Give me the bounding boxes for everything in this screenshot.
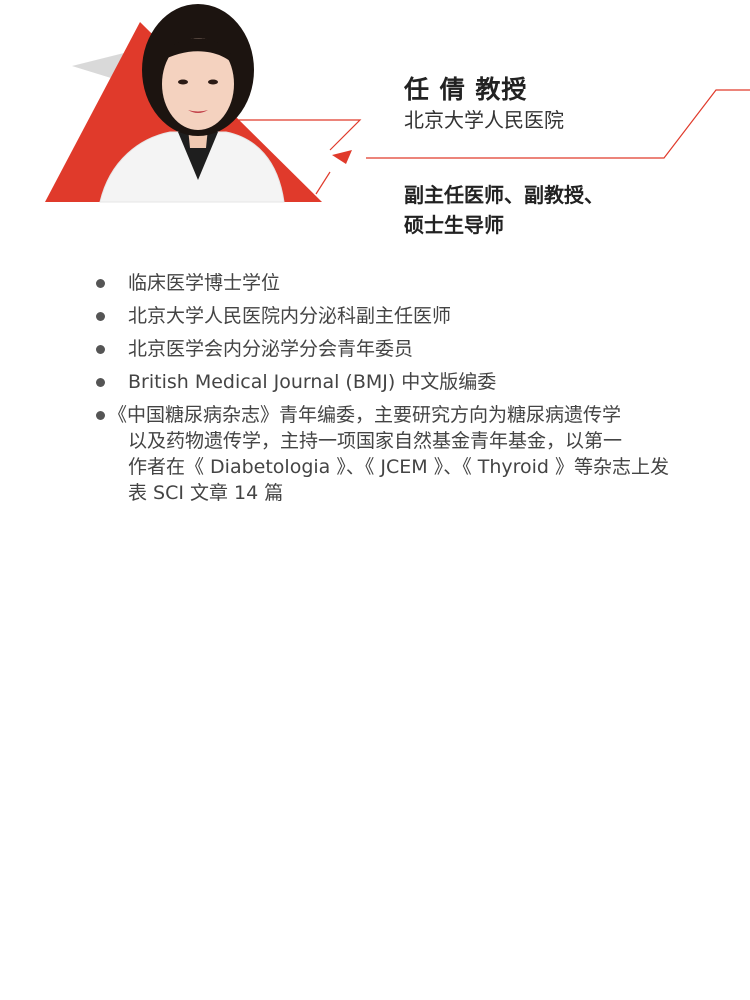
list-item: British Medical Journal (BMJ) 中文版编委 [96,369,676,395]
list-item: 北京大学人民医院内分泌科副主任医师 [96,303,676,329]
bullet-icon [96,345,105,354]
list-item-text: British Medical Journal (BMJ) 中文版编委 [96,369,676,395]
list-item: 北京医学会内分泌学分会青年委员 [96,336,676,362]
title-line-1: 副主任医师、副教授、 [404,180,604,210]
doctor-name: 任 倩 教授 [404,70,527,106]
list-item-text: 北京大学人民医院内分泌科副主任医师 [96,303,676,329]
professional-titles: 副主任医师、副教授、 硕士生导师 [404,180,604,240]
list-item: 临床医学博士学位 [96,270,676,296]
hospital-name: 北京大学人民医院 [404,104,564,133]
header-artwork [0,0,750,240]
list-item-text: 临床医学博士学位 [96,270,676,296]
list-item-line: 作者在《 Diabetologia 》、《 JCEM 》、《 Thyroid 》… [108,454,676,480]
list-item-line: 表 SCI 文章 14 篇 [108,480,676,506]
list-item-text: 《中国糖尿病杂志》青年编委，主要研究方向为糖尿病遗传学 以及药物遗传学，主持一项… [96,402,676,506]
bullet-icon [96,279,105,288]
biography-list: 临床医学博士学位 北京大学人民医院内分泌科副主任医师 北京医学会内分泌学分会青年… [96,270,676,513]
connector-arrow [332,150,352,164]
bullet-icon [96,411,105,420]
list-item-line: 以及药物遗传学，主持一项国家自然基金青年基金，以第一 [108,428,676,454]
connector-line-lower [316,172,330,194]
title-line-2: 硕士生导师 [404,210,604,240]
bullet-icon [96,378,105,387]
list-item: 《中国糖尿病杂志》青年编委，主要研究方向为糖尿病遗传学 以及药物遗传学，主持一项… [96,402,676,506]
list-item-text: 北京医学会内分泌学分会青年委员 [96,336,676,362]
bullet-icon [96,312,105,321]
list-item-line: 《中国糖尿病杂志》青年编委，主要研究方向为糖尿病遗传学 [108,402,676,428]
